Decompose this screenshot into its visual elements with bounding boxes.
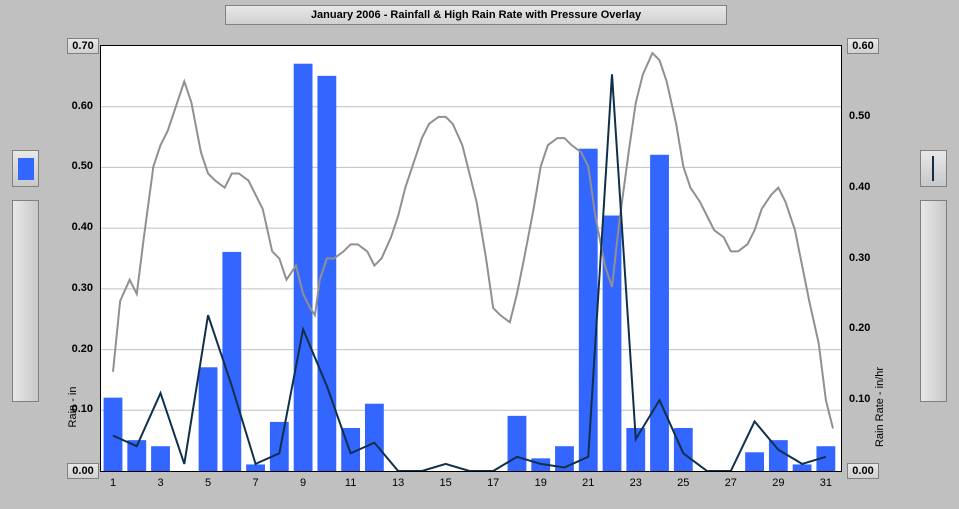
right-axis-label-box: Rain Rate - in/hr	[920, 200, 947, 402]
x-tick-label: 15	[436, 477, 456, 489]
x-tick-label: 9	[293, 477, 313, 489]
x-tick-label: 5	[198, 477, 218, 489]
x-tick-label: 1	[103, 477, 123, 489]
left-axis-min-label: 0.00	[67, 463, 99, 479]
x-tick-label: 23	[626, 477, 646, 489]
chart-title: January 2006 - Rainfall & High Rain Rate…	[225, 5, 727, 25]
x-tick-label: 17	[483, 477, 503, 489]
x-tick-label: 19	[531, 477, 551, 489]
right-axis-max-label: 0.60	[847, 38, 879, 54]
x-tick-label: 3	[151, 477, 171, 489]
right-tick-label: 0.30	[849, 252, 889, 264]
left-tick-label: 0.50	[53, 160, 93, 172]
x-tick-label: 31	[816, 477, 836, 489]
left-tick-label: 0.60	[53, 100, 93, 112]
legend-bar-swatch	[12, 150, 39, 187]
x-tick-label: 25	[673, 477, 693, 489]
bar-swatch-icon	[18, 158, 34, 180]
left-tick-label: 0.30	[53, 282, 93, 294]
x-tick-label: 11	[341, 477, 361, 489]
chart-container: January 2006 - Rainfall & High Rain Rate…	[0, 0, 959, 509]
left-axis-max-label: 0.70	[67, 38, 99, 54]
x-tick-label: 29	[768, 477, 788, 489]
left-tick-label: 0.40	[53, 221, 93, 233]
right-tick-label: 0.50	[849, 110, 889, 122]
right-tick-label: 0.20	[849, 322, 889, 334]
legend-line-swatch	[920, 150, 947, 187]
right-axis-label: Rain Rate - in/hr	[874, 347, 886, 467]
x-tick-label: 27	[721, 477, 741, 489]
x-tick-label: 13	[388, 477, 408, 489]
x-tick-label: 7	[246, 477, 266, 489]
right-tick-label: 0.10	[849, 393, 889, 405]
left-axis-label-box: Rain - in	[12, 200, 39, 402]
x-tick-label: 21	[578, 477, 598, 489]
left-tick-label: 0.10	[53, 403, 93, 415]
left-tick-label: 0.20	[53, 343, 93, 355]
right-axis-min-label: 0.00	[847, 463, 879, 479]
plot-svg	[101, 46, 841, 471]
right-tick-label: 0.40	[849, 181, 889, 193]
plot-area: 0.100.200.300.400.500.600.100.200.300.40…	[100, 45, 842, 472]
